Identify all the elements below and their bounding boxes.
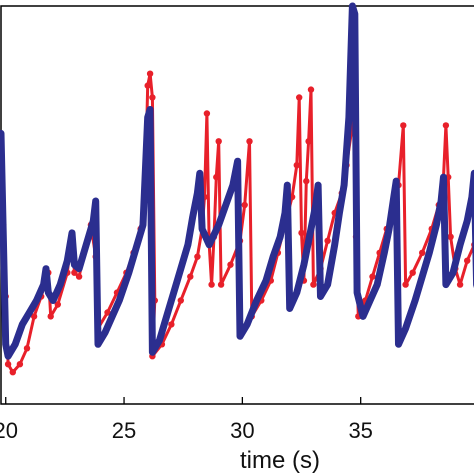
series-1-point-47 (241, 201, 248, 209)
x-tick-label-20: 20 (0, 418, 18, 443)
series-1-point-35 (194, 253, 201, 260)
x-tick-labels: 20 25 30 35 (0, 418, 373, 443)
series-1-point-5 (16, 361, 24, 368)
series-1-point-26 (144, 82, 151, 89)
series-1-point-60 (305, 138, 312, 145)
series-1-point-78 (400, 122, 407, 129)
series-1-point-80 (409, 269, 416, 276)
x-tick-label-25: 25 (112, 418, 136, 443)
plot-area (0, 2, 474, 405)
series-1-point-7 (30, 313, 38, 320)
series-layer (0, 2, 474, 376)
series-1-point-45 (227, 261, 234, 268)
series-1-point-61 (307, 86, 315, 93)
series-1-point-20 (104, 309, 111, 316)
series-1-point-73 (369, 273, 376, 280)
series-1-point-34 (187, 273, 194, 280)
series-1-point-11 (54, 301, 61, 308)
series-1-point-87 (447, 233, 454, 240)
series-1-point-79 (402, 281, 409, 288)
series-1-point-59 (303, 177, 310, 185)
series-1-point-38 (203, 110, 211, 117)
series-1-point-27 (146, 70, 154, 77)
series-1-point-10 (47, 313, 54, 320)
series-1-point-4 (9, 369, 16, 376)
series-1-point-43 (215, 138, 222, 145)
series-1-point-14 (71, 269, 78, 276)
x-tick-label-30: 30 (230, 418, 254, 443)
series-1-point-6 (23, 345, 31, 352)
series-1-point-85 (442, 122, 450, 129)
series-2 (0, 2, 474, 360)
series-1-point-33 (177, 297, 184, 304)
series-1-point-15 (75, 273, 83, 280)
series-1-point-48 (246, 138, 253, 145)
series-1-point-42 (213, 173, 220, 181)
series-1-point-40 (208, 281, 215, 288)
series-1-point-32 (168, 321, 175, 328)
series-1-point-56 (296, 94, 303, 101)
series-2-line (0, 2, 474, 360)
series-1-point-81 (419, 249, 426, 256)
series-1-point-62 (310, 281, 317, 288)
series-1-point-44 (217, 281, 225, 288)
series-1-point-89 (456, 281, 464, 288)
series-1-point-90 (464, 257, 471, 264)
x-tick-marks (5, 397, 362, 404)
series-1-point-28 (149, 94, 156, 101)
series-1-point-57 (298, 229, 305, 237)
x-tick-label-35: 35 (348, 418, 372, 443)
series-1-point-55 (293, 162, 300, 169)
series-1-point-64 (324, 237, 331, 244)
series-1-point-3 (4, 361, 12, 368)
x-axis-label: time (s) (240, 447, 320, 474)
